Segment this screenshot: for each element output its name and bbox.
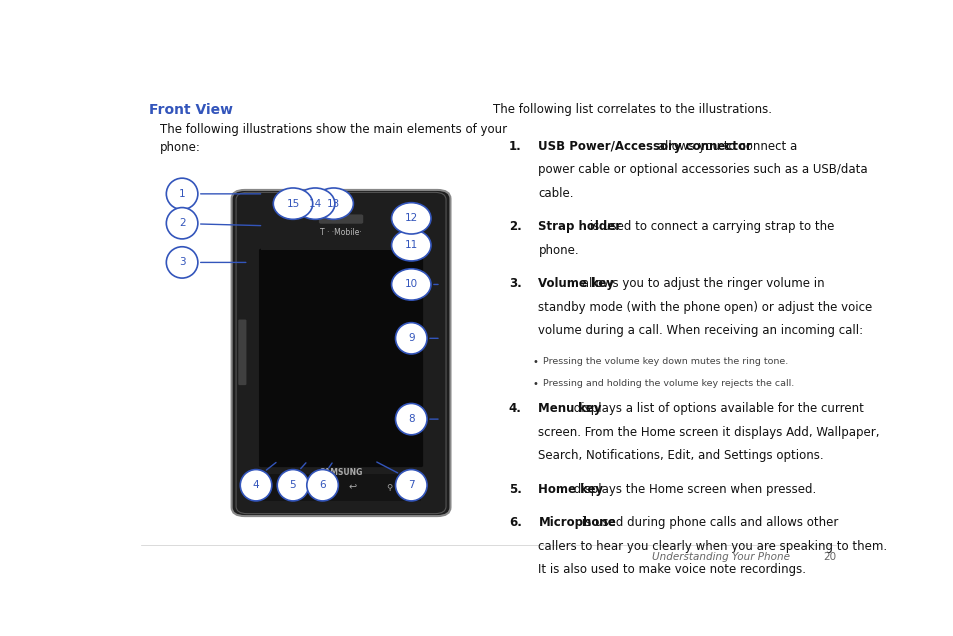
Ellipse shape [395,322,427,354]
Text: ⚲: ⚲ [386,483,392,492]
FancyBboxPatch shape [261,474,420,501]
Ellipse shape [166,247,197,278]
Text: 15: 15 [286,198,299,209]
Text: USB Power/Accessory connector: USB Power/Accessory connector [537,140,752,153]
Text: Volume key: Volume key [537,277,614,290]
Text: T · ·Mobile·: T · ·Mobile· [320,228,361,237]
Text: 8: 8 [408,414,415,424]
Text: 5.: 5. [508,483,521,496]
Text: •: • [532,379,537,389]
Text: ↩: ↩ [348,483,355,493]
Text: 5: 5 [290,480,296,490]
Text: It is also used to make voice note recordings.: It is also used to make voice note recor… [537,563,805,576]
Text: 12: 12 [404,213,417,223]
Ellipse shape [314,188,353,219]
FancyBboxPatch shape [258,249,423,467]
Text: 2: 2 [178,218,185,228]
Text: callers to hear you clearly when you are speaking to them.: callers to hear you clearly when you are… [537,539,886,553]
Text: SAMSUNG: SAMSUNG [319,467,362,476]
Text: 3: 3 [178,258,185,267]
Ellipse shape [395,403,427,435]
Circle shape [396,216,406,223]
Text: 3.: 3. [508,277,521,290]
Text: is used during phone calls and allows other: is used during phone calls and allows ot… [578,516,838,529]
Text: Pressing the volume key down mutes the ring tone.: Pressing the volume key down mutes the r… [542,357,787,366]
Text: ⌂: ⌂ [312,483,318,493]
FancyBboxPatch shape [238,319,246,385]
Text: Front View: Front View [149,103,233,117]
Text: 1: 1 [178,189,185,199]
Text: 1.: 1. [508,140,521,153]
Text: Understanding Your Phone: Understanding Your Phone [651,552,789,562]
Text: Home key: Home key [537,483,603,496]
Text: 13: 13 [327,198,340,209]
Ellipse shape [166,207,197,239]
Ellipse shape [240,469,272,501]
Text: 2.: 2. [508,220,521,233]
Text: The following illustrations show the main elements of your
phone:: The following illustrations show the mai… [160,123,506,154]
Ellipse shape [295,188,335,219]
Text: power cable or optional accessories such as a USB/data: power cable or optional accessories such… [537,163,867,177]
Ellipse shape [391,203,431,234]
Text: is used to connect a carrying strap to the: is used to connect a carrying strap to t… [586,220,834,233]
Text: 4: 4 [253,480,259,490]
Text: Pressing and holding the volume key rejects the call.: Pressing and holding the volume key reje… [542,379,793,388]
Text: standby mode (with the phone open) or adjust the voice: standby mode (with the phone open) or ad… [537,301,872,314]
Text: 11: 11 [404,240,417,251]
Text: screen. From the Home screen it displays Add, Wallpaper,: screen. From the Home screen it displays… [537,426,879,439]
FancyBboxPatch shape [261,218,420,250]
Text: The following list correlates to the illustrations.: The following list correlates to the ill… [492,103,771,116]
Text: cable.: cable. [537,187,574,200]
Ellipse shape [395,469,427,501]
Ellipse shape [391,230,431,261]
Text: allows you to adjust the ringer volume in: allows you to adjust the ringer volume i… [578,277,824,290]
Text: displays a list of options available for the current: displays a list of options available for… [570,403,863,415]
FancyBboxPatch shape [318,214,363,224]
Text: Menu key: Menu key [537,403,601,415]
Text: volume during a call. When receiving an incoming call:: volume during a call. When receiving an … [537,324,862,337]
Text: 6: 6 [319,480,326,490]
Text: 9: 9 [408,333,415,343]
Ellipse shape [391,269,431,300]
Text: allows you to connect a: allows you to connect a [654,140,797,153]
Ellipse shape [273,188,313,219]
Text: Strap holder: Strap holder [537,220,621,233]
Text: displays the Home screen when pressed.: displays the Home screen when pressed. [570,483,816,496]
Ellipse shape [277,469,309,501]
Text: 6.: 6. [508,516,521,529]
Text: 14: 14 [308,198,321,209]
Ellipse shape [307,469,338,501]
Ellipse shape [166,178,197,209]
Text: phone.: phone. [537,244,578,257]
Text: 20: 20 [822,552,836,562]
Text: 7: 7 [408,480,415,490]
Text: •: • [532,357,537,368]
Text: Microphone: Microphone [537,516,616,529]
Text: 4.: 4. [508,403,521,415]
FancyBboxPatch shape [232,190,450,516]
Text: 10: 10 [404,279,417,289]
Text: ≡: ≡ [276,483,284,493]
Text: Search, Notifications, Edit, and Settings options.: Search, Notifications, Edit, and Setting… [537,450,823,462]
